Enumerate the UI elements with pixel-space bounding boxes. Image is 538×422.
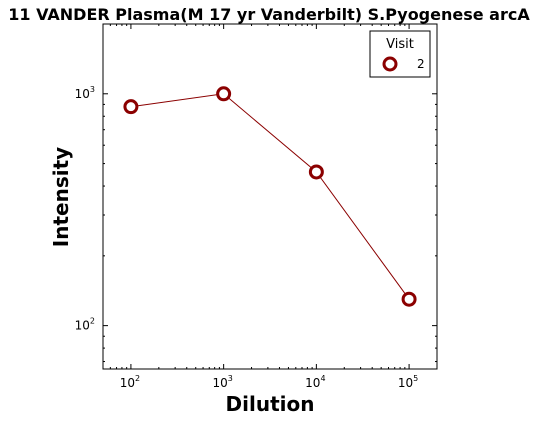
x-axis-label: Dilution xyxy=(226,392,315,416)
series-line xyxy=(130,93,410,300)
chart-title: 11 VANDER Plasma(M 17 yr Vanderbilt) S.P… xyxy=(8,5,530,24)
series-layer xyxy=(123,86,417,307)
legend-marker-icon xyxy=(382,56,398,72)
minor-ticks xyxy=(103,24,437,369)
major-ticks: 102 103 104 105 102 103 xyxy=(75,24,437,390)
plot-frame xyxy=(102,23,438,370)
legend-title: Visit xyxy=(386,37,414,52)
data-point xyxy=(308,164,324,180)
y-tick-label: 102 xyxy=(75,317,95,333)
y-axis-label: Intensity xyxy=(49,147,73,247)
x-tick-label: 104 xyxy=(305,374,325,390)
legend-box xyxy=(369,30,431,78)
x-tick-label: 105 xyxy=(398,374,418,390)
legend-entry-label: 2 xyxy=(417,57,425,71)
data-point xyxy=(123,99,139,115)
x-tick-label: 103 xyxy=(212,374,232,390)
x-tick-label: 102 xyxy=(120,374,140,390)
data-point xyxy=(401,291,417,307)
legend: Visit 2 xyxy=(369,30,431,78)
data-point xyxy=(216,86,232,102)
y-tick-label: 103 xyxy=(75,85,95,101)
